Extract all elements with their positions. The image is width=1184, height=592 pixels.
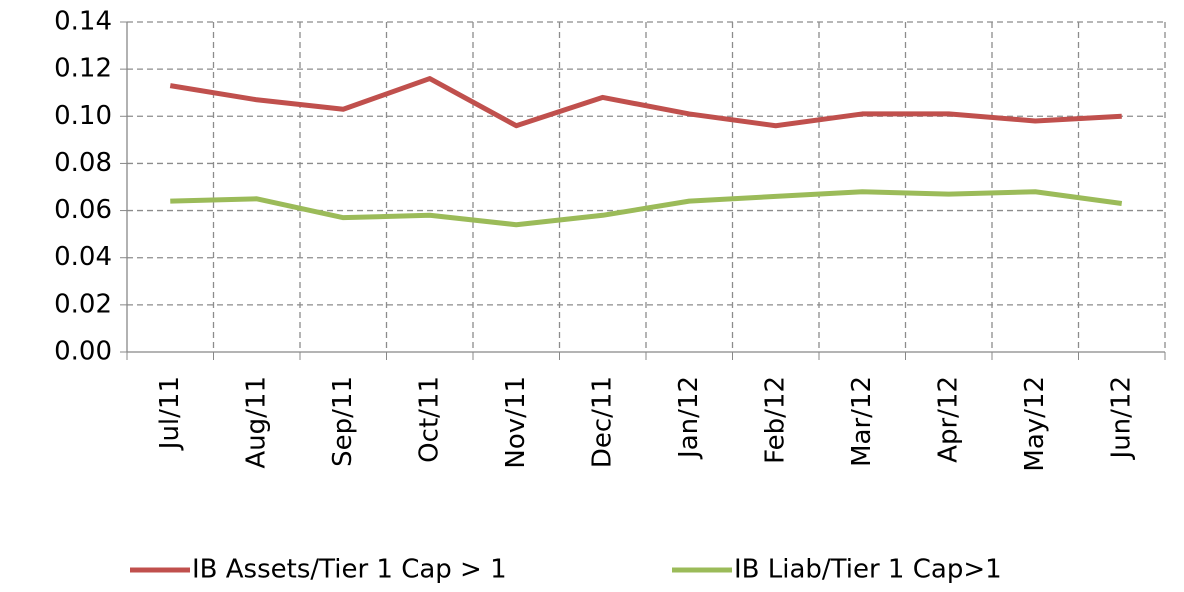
x-tick-label: Apr/12 — [933, 376, 963, 463]
y-tick-label: 0.00 — [54, 337, 112, 367]
y-tick-label: 0.10 — [54, 101, 112, 131]
y-tick-label: 0.12 — [54, 54, 112, 84]
y-tick-label: 0.06 — [54, 195, 112, 225]
legend-label: IB Assets/Tier 1 Cap > 1 — [192, 555, 507, 585]
y-tick-label: 0.02 — [54, 289, 112, 319]
x-tick-label: Oct/11 — [414, 376, 444, 463]
x-tick-label: Feb/12 — [760, 376, 790, 464]
y-tick-label: 0.08 — [54, 148, 112, 178]
x-tick-label: Jun/12 — [1106, 376, 1136, 460]
x-tick-label: Nov/11 — [501, 376, 531, 469]
x-tick-label: May/12 — [1020, 376, 1050, 472]
series-line — [170, 189, 1123, 228]
y-tick-label: 0.04 — [54, 242, 112, 272]
x-tick-label: Dec/11 — [587, 376, 617, 468]
y-tick-label: 0.14 — [54, 7, 112, 37]
series-line — [169, 76, 1122, 129]
x-tick-label: Jan/12 — [674, 376, 704, 460]
x-tick-label: Mar/12 — [847, 376, 877, 467]
x-tick-label: Sep/11 — [328, 376, 358, 467]
legend-label: IB Liab/Tier 1 Cap>1 — [734, 555, 1002, 585]
x-tick-label: Jul/11 — [155, 376, 185, 451]
x-tick-label: Aug/11 — [241, 376, 271, 469]
